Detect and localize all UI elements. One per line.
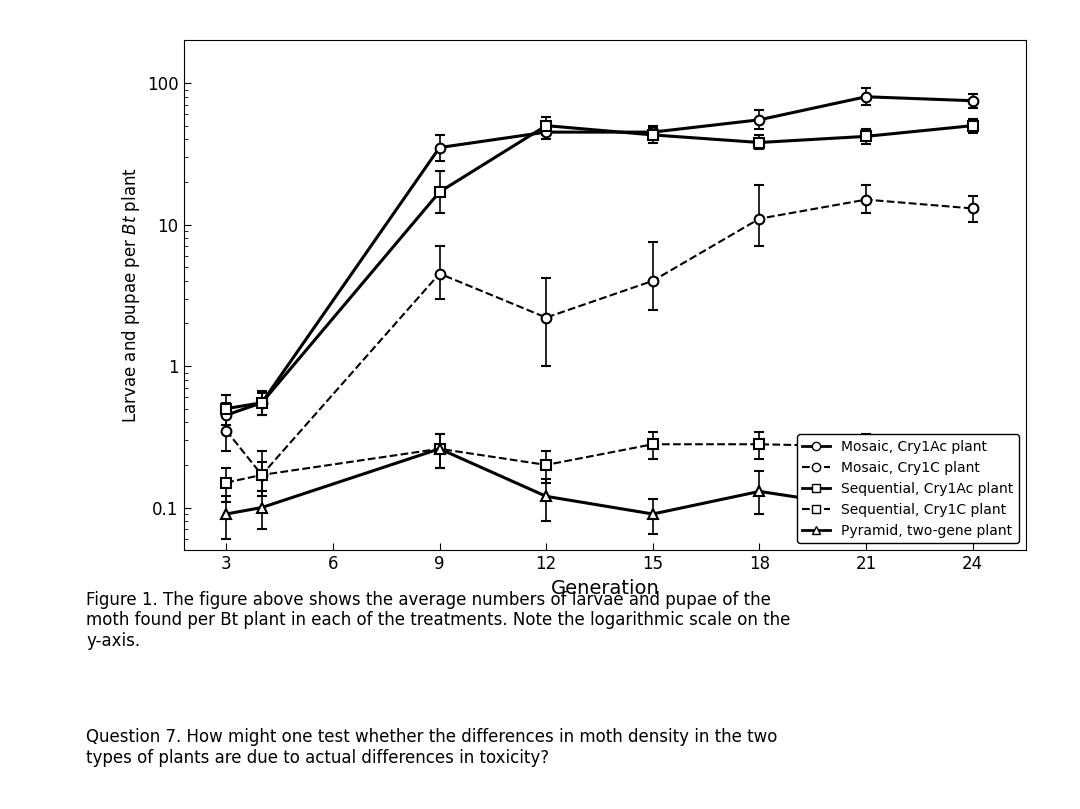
Y-axis label: Larvae and pupae per $\it{Bt}$ plant: Larvae and pupae per $\it{Bt}$ plant [120,167,141,423]
Legend: Mosaic, Cry1Ac plant, Mosaic, Cry1C plant, Sequential, Cry1Ac plant, Sequential,: Mosaic, Cry1Ac plant, Mosaic, Cry1C plan… [797,434,1020,543]
Text: Figure 1. The figure above shows the average numbers of larvae and pupae of the
: Figure 1. The figure above shows the ave… [86,591,791,650]
X-axis label: Generation: Generation [551,578,659,598]
Text: Question 7. How might one test whether the differences in moth density in the tw: Question 7. How might one test whether t… [86,728,778,767]
